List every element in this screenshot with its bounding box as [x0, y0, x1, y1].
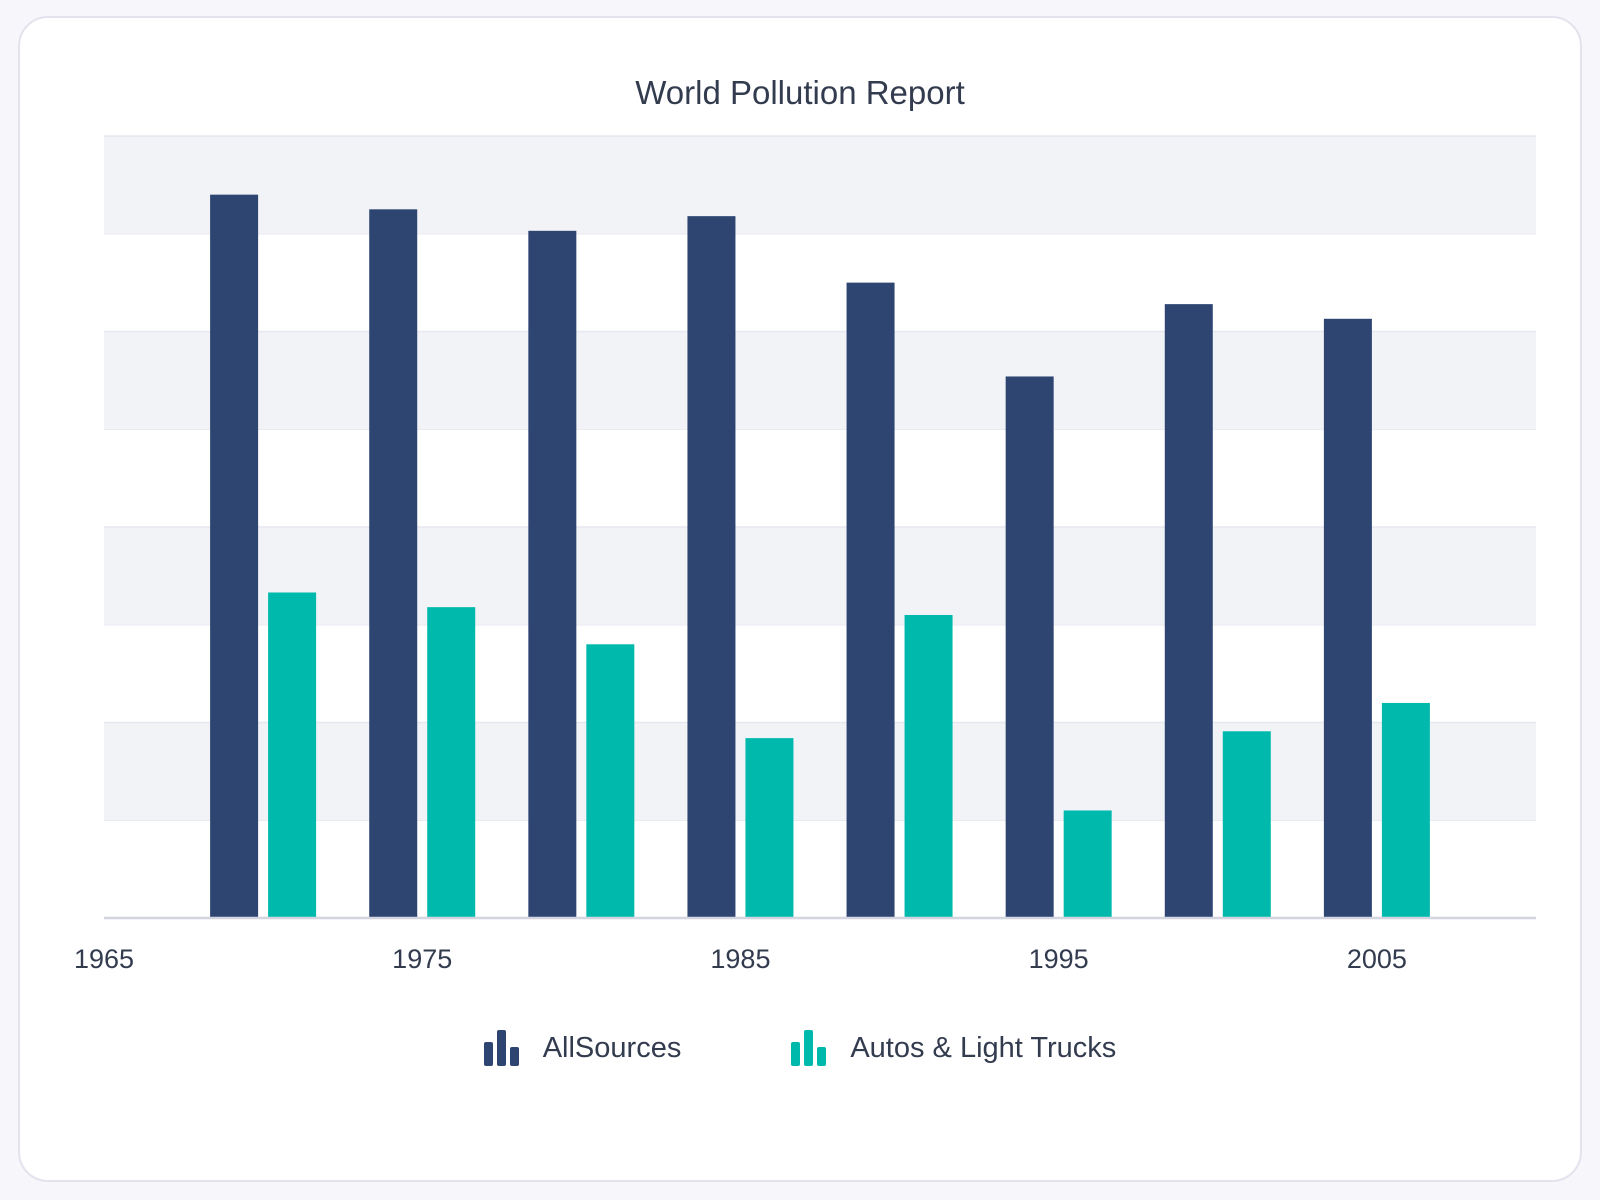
bar-chart-icon [791, 1030, 827, 1066]
bar-autos-light-trucks-2005 [1381, 702, 1430, 918]
bar-autos-light-trucks-1975 [427, 607, 476, 918]
bar-autos-light-trucks-2000 [1222, 731, 1271, 918]
grid-band [104, 722, 1536, 821]
legend-item[interactable]: AllSources [483, 1030, 682, 1066]
bar-autos-light-trucks-1985 [745, 738, 794, 918]
bar-chart-icon [483, 1030, 519, 1066]
bar-autos-light-trucks-1970 [268, 592, 317, 918]
x-tick-label: 2005 [1347, 944, 1407, 974]
x-tick-label: 1995 [1029, 944, 1089, 974]
legend-label: AllSources [542, 1031, 682, 1064]
bar-allsources-1985 [687, 216, 736, 918]
bar-autos-light-trucks-1980 [586, 644, 635, 918]
x-tick-label: 1965 [74, 944, 134, 974]
grid-band [104, 136, 1536, 234]
bar-allsources-1995 [1005, 376, 1054, 919]
bar-allsources-1980 [528, 230, 577, 918]
legend-label: Autos & Light Trucks [850, 1031, 1117, 1064]
bar-allsources-1970 [210, 194, 259, 918]
x-tick-label: 1975 [392, 944, 452, 974]
bar-allsources-2000 [1164, 304, 1213, 918]
bars [210, 194, 1430, 919]
bar-allsources-2005 [1323, 318, 1372, 919]
bar-allsources-1975 [369, 209, 418, 918]
bar-autos-light-trucks-1990 [904, 614, 953, 918]
x-tick-label: 1985 [710, 944, 770, 974]
grid-band [104, 527, 1536, 625]
legend-item[interactable]: Autos & Light Trucks [791, 1030, 1116, 1066]
legend: AllSources Autos & Light Trucks [0, 1030, 1600, 1066]
grid-band [104, 331, 1536, 430]
grid-bands [104, 135, 1536, 821]
bar-autos-light-trucks-1995 [1063, 810, 1112, 918]
chart-title: World Pollution Report [635, 74, 965, 111]
bar-allsources-1990 [846, 282, 895, 918]
x-axis-ticks: 1965 1975 1985 1995 2005 [74, 944, 1407, 974]
